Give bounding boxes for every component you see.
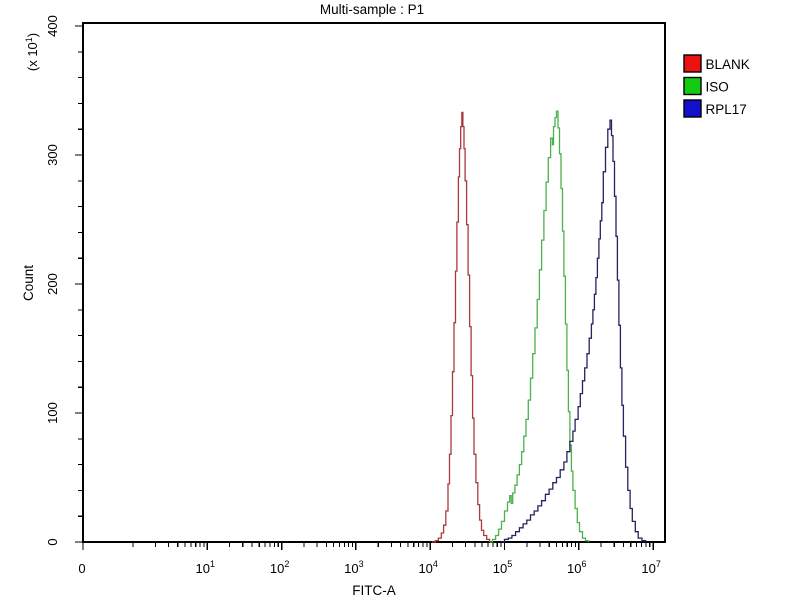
y-axis-label: Count bbox=[21, 265, 36, 301]
plot-area bbox=[82, 22, 666, 543]
chart-title: Multi-sample : P1 bbox=[320, 2, 424, 17]
curve-rpl17 bbox=[500, 119, 647, 543]
legend-label-blank: BLANK bbox=[706, 57, 750, 72]
x-tick-label: 103 bbox=[344, 559, 363, 576]
y-tick-label: 200 bbox=[45, 273, 60, 295]
x-tick-label: 107 bbox=[641, 559, 660, 576]
legend-label-iso: ISO bbox=[706, 80, 729, 95]
x-tick-label: 105 bbox=[493, 559, 512, 576]
y-tick-label: 300 bbox=[45, 144, 60, 166]
x-origin-label: 0 bbox=[78, 561, 85, 576]
x-tick-label: 106 bbox=[567, 559, 586, 576]
legend-swatch-iso bbox=[683, 76, 702, 96]
legend-swatch-rpl17 bbox=[683, 99, 702, 118]
x-tick-label: 102 bbox=[270, 559, 289, 576]
y-tick-label: 400 bbox=[45, 15, 60, 37]
x-tick-label: 101 bbox=[196, 559, 215, 576]
legend-label-rpl17: RPL17 bbox=[706, 102, 747, 117]
y-axis-unit-label: (x 101) bbox=[24, 33, 40, 71]
legend-swatch-blank bbox=[683, 54, 702, 73]
y-tick-label: 100 bbox=[45, 402, 60, 424]
curve-blank bbox=[431, 111, 491, 543]
x-axis-label: FITC-A bbox=[352, 583, 396, 598]
y-tick-label: 0 bbox=[45, 538, 60, 545]
x-tick-label: 104 bbox=[418, 559, 437, 576]
